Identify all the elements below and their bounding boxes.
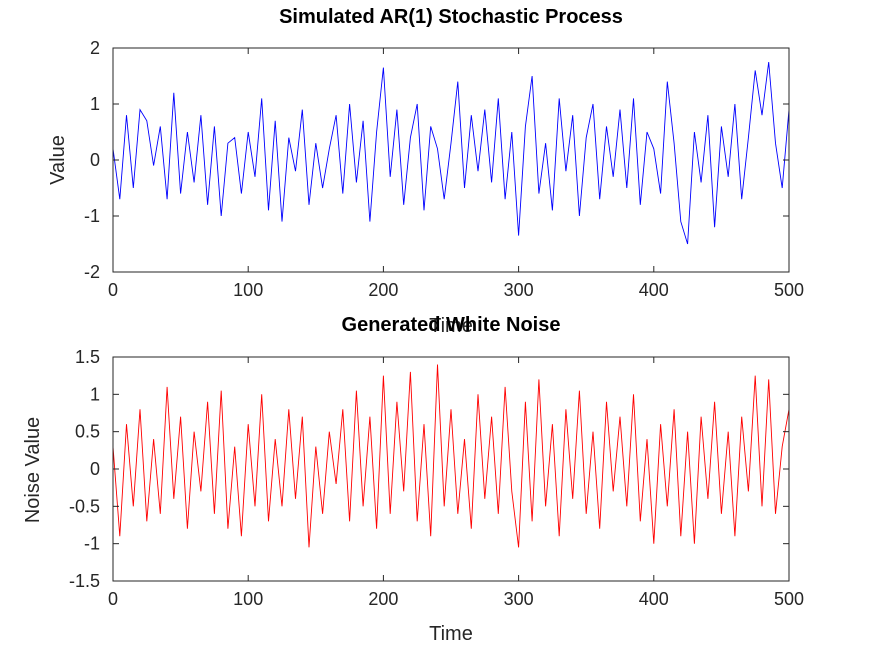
chart-title: Generated White Noise xyxy=(342,314,561,336)
x-tick-label: 400 xyxy=(639,280,669,300)
x-tick-label: 100 xyxy=(233,589,263,609)
x-tick-label: 400 xyxy=(639,589,669,609)
x-tick-label: 100 xyxy=(233,280,263,300)
axes-frame xyxy=(112,47,790,273)
x-tick-label: 300 xyxy=(504,589,534,609)
subplot-ar-process: Simulated AR(1) Stochastic Process Value… xyxy=(47,6,804,337)
x-tick-label: 200 xyxy=(368,280,398,300)
x-tick-label: 300 xyxy=(504,280,534,300)
x-axis-label: Time xyxy=(429,315,473,337)
series-line xyxy=(112,61,790,245)
axes-frame xyxy=(112,356,790,582)
y-tick-label: 1 xyxy=(90,384,100,404)
y-axis-label: Value xyxy=(47,135,69,185)
subplot-white-noise: Generated White Noise Noise Value Time 0… xyxy=(22,314,804,645)
x-tick-label: 0 xyxy=(108,280,118,300)
plot-area: 0 100 200 300 400 500 -1.5 -1 -0.5 0 0.5 1 1.5 xyxy=(69,347,804,609)
y-tick-label: 1 xyxy=(90,94,100,114)
series-line xyxy=(112,364,790,548)
y-axis-label: Noise Value xyxy=(22,417,44,523)
y-tick-label: -0.5 xyxy=(69,496,100,516)
x-tick-label: 0 xyxy=(108,589,118,609)
x-tick-label: 500 xyxy=(774,280,804,300)
x-tick-label: 200 xyxy=(368,589,398,609)
y-tick-label: 0.5 xyxy=(75,422,100,442)
y-tick-label: -1.5 xyxy=(69,571,100,591)
y-tick-label: -1 xyxy=(84,206,100,226)
y-tick-label: 1.5 xyxy=(75,347,100,367)
y-tick-label: -1 xyxy=(84,534,100,554)
x-axis-label: Time xyxy=(429,623,473,645)
y-tick-label: 2 xyxy=(90,38,100,58)
y-tick-label: -2 xyxy=(84,262,100,282)
x-tick-label: 500 xyxy=(774,589,804,609)
y-tick-label: 0 xyxy=(90,150,100,170)
plot-area: 0 100 200 300 400 500 -2 -1 0 1 2 xyxy=(84,38,804,300)
y-tick-label: 0 xyxy=(90,459,100,479)
chart-title: Simulated AR(1) Stochastic Process xyxy=(279,6,623,28)
